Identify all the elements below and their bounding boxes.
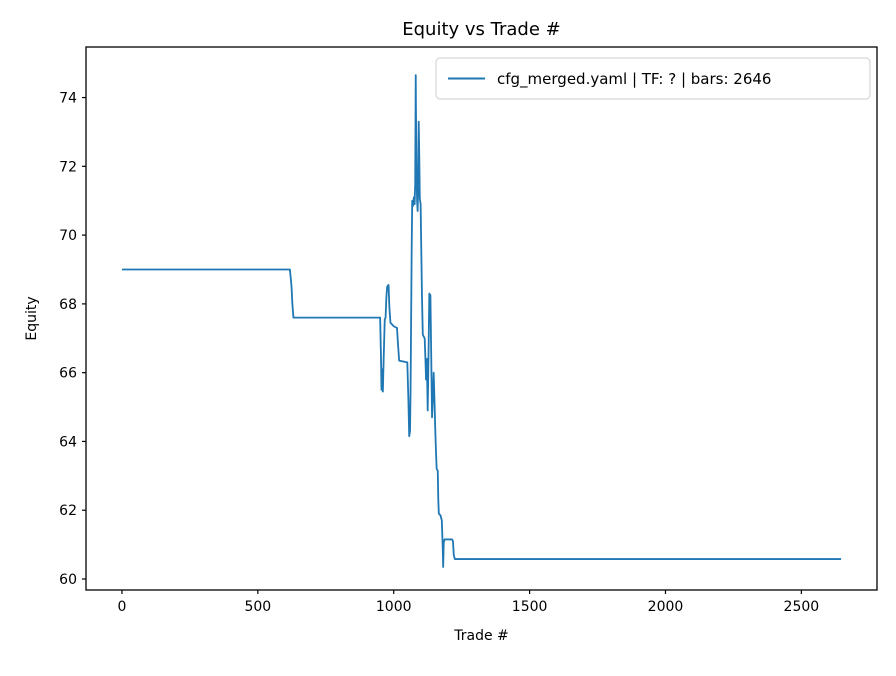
x-tick-label: 1000 [376, 599, 412, 615]
legend-box [435, 57, 871, 100]
y-tick-label: 62 [59, 503, 77, 519]
axes-spines [85, 46, 878, 591]
x-tick-label: 0 [117, 599, 126, 615]
legend-label: cfg_merged.yaml | TF: ? | bars: 2646 [497, 70, 771, 89]
y-tick-label: 72 [59, 159, 77, 175]
y-tick-label: 68 [59, 297, 77, 313]
y-tick-label: 64 [59, 434, 77, 450]
y-tick-label: 66 [59, 366, 77, 382]
x-tick-label: 1500 [512, 599, 548, 615]
y-tick-label: 70 [59, 228, 77, 244]
legend: cfg_merged.yaml | TF: ? | bars: 2646 [435, 57, 871, 100]
x-tick-label: 500 [244, 599, 271, 615]
y-axis-label: Equity [24, 296, 40, 340]
plot-area [86, 47, 877, 590]
y-tick-label: 74 [59, 91, 77, 107]
chart-title: Equity vs Trade # [402, 19, 560, 40]
y-tick-label: 60 [59, 572, 77, 588]
x-axis-label: Trade # [453, 628, 509, 644]
x-tick-label: 2500 [784, 599, 820, 615]
x-tick-label: 2000 [648, 599, 684, 615]
x-axis-ticks: 0 500 1000 1500 2000 2500 [117, 590, 819, 615]
equity-line-series [121, 74, 842, 568]
y-axis-ticks: 60 62 64 66 68 70 72 74 [59, 91, 86, 588]
